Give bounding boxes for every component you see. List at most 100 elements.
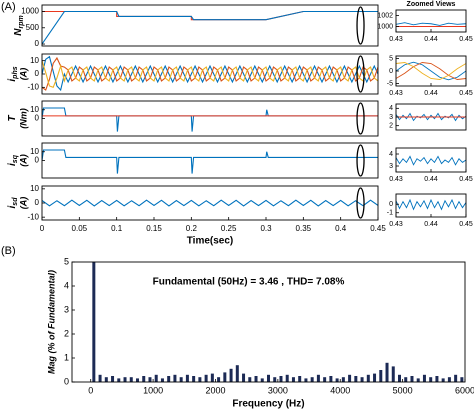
y-tick-label: 10 — [30, 105, 39, 114]
axes-frame — [395, 9, 467, 33]
x-tick-label: 0.44 — [424, 176, 438, 183]
x-tick-label: 0.45 — [459, 36, 473, 43]
bar — [179, 377, 183, 382]
bar — [111, 376, 115, 382]
bar — [198, 377, 202, 382]
series-line — [396, 62, 466, 80]
y-tick-label: 0 — [35, 156, 40, 165]
y-tick-label: 1000 — [21, 7, 39, 16]
y-axis-label-main: T — [7, 115, 18, 122]
bar — [223, 372, 227, 382]
highlight-ellipse — [356, 55, 365, 93]
axes-frame — [71, 261, 466, 383]
y-axis-label: T — [7, 115, 18, 122]
bar — [323, 377, 327, 382]
bar — [404, 377, 408, 382]
axes-frame — [395, 147, 467, 173]
bar — [160, 378, 164, 382]
axes-frame — [41, 53, 379, 95]
axes-frame — [41, 100, 379, 137]
bar — [422, 374, 426, 382]
bar — [391, 366, 395, 382]
x-tick-label: 0.45 — [459, 90, 473, 97]
x-tick-label: 0.05 — [72, 224, 88, 233]
y-tick-label: 5 — [64, 256, 69, 266]
bar — [242, 373, 246, 382]
annotation: Fundamental (50Hz) = 3.46 , THD= 7.08% — [153, 277, 345, 288]
bar — [173, 374, 177, 382]
plot-area — [42, 10, 378, 45]
x-tick-label: 6000 — [455, 385, 474, 395]
x-tick-label: 0.43 — [389, 36, 403, 43]
series-line — [396, 22, 466, 26]
x-tick-label: 0.15 — [146, 224, 162, 233]
axes-frame — [41, 142, 379, 179]
bar — [260, 378, 264, 382]
plot-area — [42, 149, 378, 174]
bar — [204, 374, 208, 382]
bar — [123, 377, 127, 382]
x-tick-label: 0.43 — [389, 221, 403, 228]
bar — [235, 365, 239, 382]
y-tick-label: 0 — [35, 114, 40, 123]
series-line — [42, 10, 378, 21]
y-tick-label: 2 — [389, 123, 393, 130]
y-tick-label: 4 — [64, 280, 69, 290]
bar — [279, 376, 283, 382]
series-line — [396, 198, 466, 211]
x-tick-label: 0.44 — [424, 36, 438, 43]
y-axis-label-sub: sd — [12, 197, 19, 206]
bar — [416, 378, 420, 382]
y-tick-label: 5 — [389, 55, 393, 62]
y-axis-label-main: i — [7, 205, 18, 208]
bar — [136, 378, 139, 382]
y-tick-label: 0 — [389, 68, 393, 75]
y-tick-label: -10 — [27, 82, 39, 91]
bar — [398, 374, 401, 382]
y-tick-label: 0 — [35, 198, 40, 207]
y-tick-label: 4 — [389, 151, 393, 158]
bar — [460, 377, 464, 382]
bar — [366, 374, 370, 382]
bar — [435, 376, 439, 382]
bar — [385, 362, 389, 382]
bar — [410, 376, 414, 382]
x-tick-label: 0.44 — [424, 90, 438, 97]
y-tick-label: 1000 — [377, 23, 393, 30]
y-axis-label: isq — [7, 154, 19, 166]
axes-frame — [395, 103, 467, 131]
plot-area — [92, 262, 464, 382]
bar — [373, 373, 377, 382]
bar — [354, 376, 358, 382]
y-tick-label: 500 — [26, 23, 40, 32]
x-axis-label: Frequency (Hz) — [232, 399, 304, 410]
x-tick-label: 0.25 — [221, 224, 237, 233]
y-tick-label: -5 — [387, 80, 393, 87]
y-axis-unit: (Nm) — [18, 108, 28, 129]
bar — [454, 374, 458, 382]
x-tick-label: 0.2 — [186, 224, 198, 233]
y-tick-label: 0 — [64, 376, 69, 386]
bar — [210, 373, 214, 382]
y-tick-label: 0 — [35, 39, 40, 48]
y-tick-label: 10 — [30, 147, 39, 156]
x-tick-label: 0.45 — [459, 176, 473, 183]
bar — [379, 370, 383, 382]
y-axis-label-main: i — [7, 79, 18, 82]
bar — [360, 377, 364, 382]
bar — [142, 376, 146, 382]
x-tick-label: 0.44 — [424, 221, 438, 228]
y-tick-label: 10 — [30, 184, 39, 193]
bar — [167, 376, 171, 382]
x-tick-label: 4000 — [330, 385, 350, 395]
y-axis-label-sub: sq — [12, 154, 19, 163]
y-tick-label: -1 — [387, 210, 393, 217]
bar — [129, 377, 133, 382]
bar — [229, 368, 233, 382]
plot-area — [396, 61, 466, 81]
bar — [117, 378, 121, 382]
plot-area — [396, 155, 466, 166]
x-tick-label: 0.43 — [389, 90, 403, 97]
y-tick-label: 10 — [30, 56, 39, 65]
plot-area — [42, 107, 378, 132]
